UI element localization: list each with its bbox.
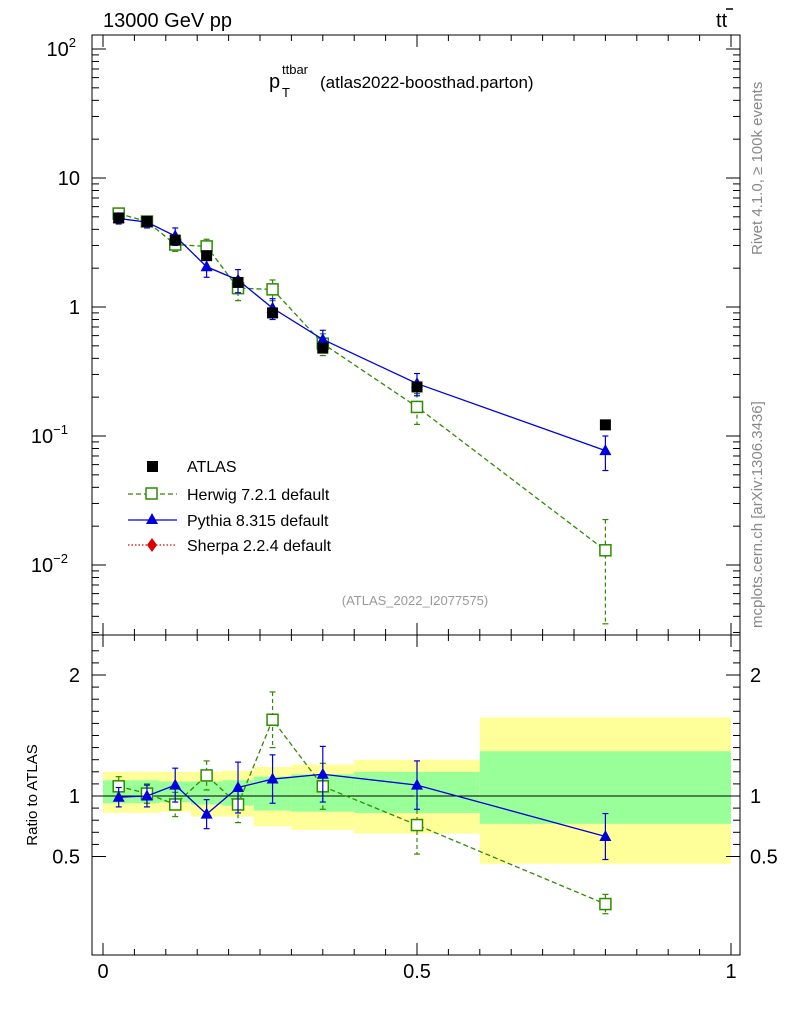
ratio-ytick-label-right: 1 bbox=[750, 786, 761, 808]
ratio-ytick-label-right: 2 bbox=[750, 665, 761, 687]
legend-label-pythia: Pythia 8.315 default bbox=[187, 513, 329, 530]
legend-marker-atlas bbox=[147, 461, 158, 472]
ratio-ytick-label-left: 2 bbox=[69, 665, 80, 687]
ratio-xtick-label: 1 bbox=[725, 961, 736, 983]
main-point-atlas bbox=[599, 419, 611, 431]
main-point-atlas bbox=[267, 307, 279, 319]
main-point-herwig bbox=[266, 283, 279, 296]
main-point-pythia bbox=[599, 444, 612, 456]
ratio-ticks: 0.5 0.5 1 1 2 2 0 0.5 1 bbox=[52, 635, 778, 983]
header-t: t bbox=[716, 10, 722, 32]
ratio-point-pythia bbox=[599, 830, 612, 842]
main-series bbox=[112, 207, 612, 625]
ratio-point-pythia bbox=[316, 767, 329, 779]
ratio-point-pythia bbox=[411, 778, 423, 790]
ratio-band-inner bbox=[190, 781, 223, 805]
main-ytick-base: 1 bbox=[69, 297, 80, 319]
ratio-ytick-label-right: 0.5 bbox=[750, 847, 778, 869]
title-analysis: (atlas2022-boosthad.parton) bbox=[320, 73, 534, 92]
legend-entry-sherpa: Sherpa 2.2.4 default bbox=[128, 538, 332, 555]
ratio-frame bbox=[91, 634, 741, 956]
main-series-herwig bbox=[112, 207, 612, 625]
ratio-band-inner bbox=[479, 751, 731, 824]
ratio-point-pythia bbox=[140, 789, 153, 801]
ratio-point-pythia bbox=[112, 790, 125, 802]
legend-marker-sherpa bbox=[147, 538, 157, 552]
ratio-xtick-label: 0 bbox=[97, 961, 108, 983]
main-point-atlas bbox=[232, 276, 244, 288]
ratio-point-herwig bbox=[599, 897, 612, 911]
header-tbar: t bbox=[722, 10, 728, 32]
ratio-series bbox=[112, 691, 612, 915]
main-point-atlas bbox=[169, 234, 181, 246]
title-superscript: ttbar bbox=[282, 62, 309, 77]
main-ytick-label: 10 bbox=[58, 168, 80, 190]
legend-label-sherpa: Sherpa 2.2.4 default bbox=[187, 538, 332, 555]
legend-marker-herwig bbox=[145, 487, 158, 500]
legend-entry-pythia: Pythia 8.315 default bbox=[128, 513, 329, 530]
title-p: p bbox=[269, 71, 280, 93]
ratio-panel: 0.5 0.5 1 1 2 2 0 0.5 1 Ratio to ATLAS bbox=[24, 634, 778, 983]
main-ytick-label: 102 bbox=[47, 35, 76, 61]
main-point-atlas bbox=[141, 216, 153, 228]
ratio-ytick-label-left: 0.5 bbox=[52, 847, 80, 869]
main-series-pythia bbox=[112, 212, 612, 472]
main-ytick-base: 10 bbox=[47, 39, 69, 61]
ratio-bands bbox=[103, 717, 731, 864]
legend-entry-atlas: ATLAS bbox=[147, 459, 237, 476]
main-ytick-label: 1 bbox=[69, 297, 80, 319]
ratio-point-pythia bbox=[169, 778, 182, 790]
ratio-xtick-label: 0.5 bbox=[403, 961, 431, 983]
title-subscript: T bbox=[282, 85, 290, 100]
ratio-point-herwig bbox=[200, 769, 213, 782]
main-ytick-exponent: −2 bbox=[53, 551, 68, 566]
main-point-pythia bbox=[316, 332, 329, 344]
main-point-pythia bbox=[200, 260, 213, 272]
ratio-series-pythia bbox=[112, 745, 612, 861]
ratio-ytick-label-left: 1 bbox=[69, 786, 80, 808]
mcplots-label: mcplots.cern.ch [arXiv:1306.3436] bbox=[749, 401, 766, 628]
main-ytick-base: 10 bbox=[58, 168, 80, 190]
header-energy-label: 13000 GeV pp bbox=[103, 10, 232, 32]
legend-marker-pythia bbox=[146, 513, 158, 524]
main-ytick-base: 10 bbox=[31, 555, 53, 577]
main-series-atlas bbox=[113, 212, 611, 431]
ratio-point-pythia bbox=[232, 781, 245, 793]
main-ytick-label: 10−2 bbox=[31, 551, 68, 577]
main-point-atlas bbox=[317, 342, 329, 354]
legend: ATLAS Herwig 7.2.1 default Pythia 8.315 … bbox=[128, 459, 332, 555]
main-ytick-base: 10 bbox=[31, 426, 53, 448]
legend-entry-herwig: Herwig 7.2.1 default bbox=[128, 487, 330, 504]
main-point-herwig bbox=[599, 544, 612, 557]
main-point-atlas bbox=[411, 381, 423, 393]
main-point-herwig bbox=[410, 400, 424, 414]
main-ytick-exponent: 2 bbox=[69, 35, 76, 50]
main-line-herwig bbox=[118, 212, 606, 551]
svg-text:tt: tt bbox=[716, 10, 728, 32]
ratio-y-axis-label: Ratio to ATLAS bbox=[24, 744, 41, 845]
plot-title: p bbox=[269, 71, 280, 93]
rivet-version-label: Rivet 4.1.0, ≥ 100k events bbox=[749, 82, 766, 255]
legend-label-herwig: Herwig 7.2.1 default bbox=[187, 487, 330, 504]
ratio-point-pythia bbox=[266, 772, 279, 784]
ratio-point-pythia bbox=[200, 807, 213, 819]
ratio-point-herwig bbox=[410, 818, 424, 832]
legend-label-atlas: ATLAS bbox=[187, 459, 237, 476]
analysis-id-label: (ATLAS_2022_I2077575) bbox=[342, 593, 488, 608]
header-process-label: tt bbox=[716, 8, 733, 32]
main-ytick-label: 10−1 bbox=[31, 422, 68, 448]
ratio-point-herwig bbox=[266, 713, 279, 727]
main-ytick-exponent: −1 bbox=[53, 422, 68, 437]
main-line-pythia bbox=[118, 217, 606, 452]
main-point-atlas bbox=[201, 250, 213, 262]
main-point-atlas bbox=[113, 212, 125, 224]
